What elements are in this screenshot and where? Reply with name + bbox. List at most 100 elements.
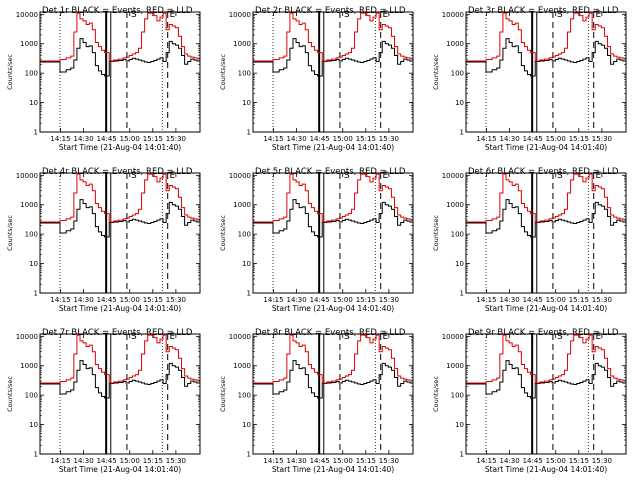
y-axis-label: Counts/sec <box>6 215 14 251</box>
series-events-line <box>40 38 200 77</box>
marker-label: S <box>131 10 137 20</box>
plot-frame <box>252 11 414 133</box>
x-tick-label: 15:15 <box>143 296 163 304</box>
series-lld-line <box>466 334 626 384</box>
marker-label: S <box>344 332 350 342</box>
x-tick-label: 14:30 <box>286 457 306 465</box>
plot-frame <box>252 172 414 294</box>
x-tick-label: 15:00 <box>120 135 140 143</box>
x-axis-label: Start Time (21-Aug-04 14:01:40) <box>485 143 607 152</box>
x-tick-label: 14:45 <box>523 457 543 465</box>
marker-label: E <box>169 332 175 342</box>
y-tick-label: 10000 <box>442 333 464 341</box>
panel-3: Det 3r BLACK = Events, RED = LLD 1 10 100 10… <box>432 6 627 152</box>
series-events-line <box>40 199 200 238</box>
marker-label: E <box>595 332 601 342</box>
y-tick-label: 100 <box>238 392 251 400</box>
x-tick-label: 14:45 <box>97 296 117 304</box>
series-events-line <box>253 360 413 399</box>
y-axis-label: Counts/sec <box>219 54 227 90</box>
y-tick-label: 10000 <box>442 172 464 180</box>
y-tick-label: 10 <box>242 260 251 268</box>
x-tick-label: 14:45 <box>523 135 543 143</box>
x-tick-label: 15:00 <box>333 296 353 304</box>
x-axis-label: Start Time (21-Aug-04 14:01:40) <box>272 143 394 152</box>
plot-frame <box>465 172 627 294</box>
y-tick-label: 100 <box>451 392 464 400</box>
x-axis-label: Start Time (21-Aug-04 14:01:40) <box>485 465 607 474</box>
x-tick-label: 14:15 <box>476 457 496 465</box>
panel-8: Det 8r BLACK = Events, RED = LLD 1 10 100 10… <box>219 328 414 474</box>
x-tick-label: 15:15 <box>356 296 376 304</box>
panel-5: Det 5r BLACK = Events, RED = LLD 1 10 100 10… <box>219 167 414 313</box>
y-tick-label: 1 <box>34 129 38 137</box>
y-tick-label: 1 <box>34 451 38 459</box>
x-tick-label: 15:30 <box>592 457 612 465</box>
panel-title: Det 8r BLACK = Events, RED = LLD <box>255 328 406 338</box>
panel-7: Det 7r BLACK = Events, RED = LLD 1 10 100 10… <box>6 328 201 474</box>
marker-label: E <box>169 171 175 181</box>
x-tick-label: 14:45 <box>310 296 330 304</box>
marker-label: E <box>382 10 388 20</box>
y-tick-label: 1000 <box>20 40 38 48</box>
y-tick-label: 100 <box>25 70 38 78</box>
series-events-line <box>466 360 626 399</box>
x-tick-label: 14:15 <box>263 135 283 143</box>
x-tick-label: 14:30 <box>73 296 93 304</box>
y-tick-label: 10 <box>242 421 251 429</box>
marker-label: E <box>595 171 601 181</box>
x-tick-label: 15:30 <box>379 457 399 465</box>
panel-title: Det 4r BLACK = Events, RED = LLD <box>42 167 193 177</box>
x-tick-label: 14:45 <box>310 135 330 143</box>
panel-4: Det 4r BLACK = Events, RED = LLD 1 10 100 10… <box>6 167 201 313</box>
x-tick-label: 15:00 <box>546 296 566 304</box>
y-tick-label: 1 <box>460 451 464 459</box>
y-tick-label: 10000 <box>16 333 38 341</box>
x-tick-label: 14:45 <box>97 457 117 465</box>
x-tick-label: 14:30 <box>286 296 306 304</box>
y-tick-label: 10000 <box>229 11 251 19</box>
y-tick-label: 1000 <box>233 40 251 48</box>
y-tick-label: 1000 <box>20 201 38 209</box>
x-tick-label: 15:00 <box>120 296 140 304</box>
x-tick-label: 15:15 <box>143 457 163 465</box>
x-tick-label: 15:30 <box>166 296 186 304</box>
x-tick-label: 14:30 <box>73 457 93 465</box>
y-tick-label: 100 <box>25 392 38 400</box>
marker-label: S <box>131 171 137 181</box>
y-tick-label: 10000 <box>229 172 251 180</box>
x-tick-label: 15:15 <box>356 457 376 465</box>
y-tick-label: 10000 <box>16 172 38 180</box>
series-events-line <box>466 199 626 238</box>
panel-title: Det 6r BLACK = Events, RED = LLD <box>468 167 619 177</box>
y-axis-label: Counts/sec <box>432 215 440 251</box>
series-events-line <box>253 199 413 238</box>
y-axis-label: Counts/sec <box>219 215 227 251</box>
x-tick-label: 14:45 <box>97 135 117 143</box>
series-lld-line <box>253 334 413 384</box>
panel-title: Det 5r BLACK = Events, RED = LLD <box>255 167 406 177</box>
marker-label: S <box>131 332 137 342</box>
series-events-line <box>466 38 626 77</box>
y-tick-label: 10000 <box>229 333 251 341</box>
y-tick-label: 1 <box>460 290 464 298</box>
y-tick-label: 1000 <box>446 40 464 48</box>
x-tick-label: 14:45 <box>523 296 543 304</box>
x-axis-label: Start Time (21-Aug-04 14:01:40) <box>59 304 181 313</box>
panel-1: Det 1r BLACK = Events, RED = LLD 1 10 100 10… <box>6 6 201 152</box>
series-lld-line <box>466 173 626 223</box>
plot-frame <box>252 333 414 455</box>
x-tick-label: 15:30 <box>379 135 399 143</box>
y-tick-label: 1 <box>34 290 38 298</box>
x-tick-label: 15:00 <box>546 135 566 143</box>
y-tick-label: 1000 <box>446 362 464 370</box>
series-events-line <box>253 38 413 77</box>
series-lld-line <box>40 173 200 223</box>
y-tick-label: 1 <box>247 129 251 137</box>
marker-label: E <box>382 171 388 181</box>
y-tick-label: 100 <box>238 70 251 78</box>
marker-label: E <box>382 332 388 342</box>
y-tick-label: 1000 <box>233 362 251 370</box>
x-tick-label: 14:15 <box>476 135 496 143</box>
plot-frame <box>39 11 201 133</box>
